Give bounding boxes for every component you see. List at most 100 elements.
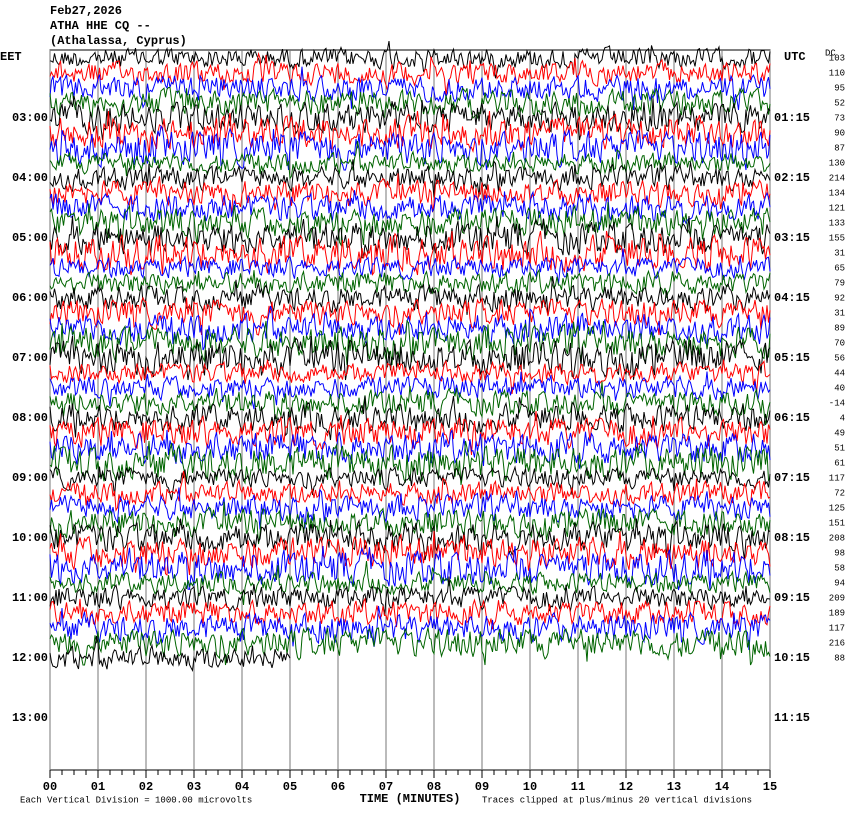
right-zone: UTC	[784, 50, 806, 64]
trace	[49, 41, 771, 79]
x-axis-title: TIME (MINUTES)	[360, 792, 461, 806]
left-hour-label: 12:00	[12, 651, 48, 665]
x-tick-label: 09	[475, 780, 489, 794]
trace	[49, 359, 771, 394]
x-tick-label: 04	[235, 780, 249, 794]
left-hour-label: 08:00	[12, 411, 48, 425]
trace	[49, 319, 771, 366]
right-hour-label: 09:15	[774, 591, 810, 605]
dc-value: 89	[834, 323, 845, 333]
date: Feb27,2026	[50, 4, 122, 18]
trace	[49, 215, 771, 259]
x-tick-label: 01	[91, 780, 105, 794]
dc-value: 155	[829, 233, 845, 243]
x-tick-label: 05	[283, 780, 297, 794]
x-tick-label: 06	[331, 780, 345, 794]
x-tick-label: 02	[139, 780, 153, 794]
x-tick-label: 11	[571, 780, 585, 794]
dc-value: 72	[834, 488, 845, 498]
trace	[49, 605, 771, 651]
right-hour-label: 11:15	[774, 711, 810, 725]
trace	[49, 201, 771, 247]
dc-value: 103	[829, 53, 845, 63]
x-tick-label: 13	[667, 780, 681, 794]
trace	[49, 268, 771, 298]
dc-value: 52	[834, 98, 845, 108]
x-tick-label: 15	[763, 780, 777, 794]
dc-value: 58	[834, 563, 845, 573]
dc-value: 94	[834, 578, 845, 588]
dc-value: 31	[834, 248, 845, 258]
trace	[49, 305, 771, 351]
trace	[49, 410, 771, 456]
dc-value: 133	[829, 218, 845, 228]
left-hour-label: 09:00	[12, 471, 48, 485]
dc-value: 92	[834, 293, 845, 303]
dc-value: 79	[834, 278, 845, 288]
dc-value: 214	[829, 173, 845, 183]
right-hour-label: 08:15	[774, 531, 810, 545]
right-hour-label: 01:15	[774, 111, 810, 125]
x-tick-label: 07	[379, 780, 393, 794]
trace	[49, 140, 771, 181]
left-hour-label: 13:00	[12, 711, 48, 725]
x-tick-label: 14	[715, 780, 729, 794]
trace	[49, 124, 771, 171]
x-tick-label: 08	[427, 780, 441, 794]
trace	[49, 95, 771, 141]
dc-value: 90	[834, 128, 845, 138]
location: (Athalassa, Cyprus)	[50, 34, 187, 48]
trace	[49, 627, 771, 666]
trace	[49, 110, 771, 156]
trace	[49, 87, 771, 120]
dc-value: 209	[829, 593, 845, 603]
right-hour-label: 06:15	[774, 411, 810, 425]
dc-value: 88	[834, 653, 845, 663]
trace	[49, 576, 771, 616]
right-hour-label: 07:15	[774, 471, 810, 485]
clip-note: Traces clipped at plus/minus 20 vertical…	[482, 795, 752, 805]
dc-value: 125	[829, 503, 845, 513]
trace	[49, 545, 771, 591]
x-tick-label: 03	[187, 780, 201, 794]
dc-value: 61	[834, 458, 845, 468]
dc-value: 65	[834, 263, 845, 273]
trace	[49, 530, 771, 576]
dc-value: 208	[829, 533, 845, 543]
trace	[49, 465, 771, 501]
dc-value: 73	[834, 113, 845, 123]
left-hour-label: 03:00	[12, 111, 48, 125]
left-zone: EET	[0, 50, 22, 64]
trace	[49, 635, 291, 672]
right-hour-label: 03:15	[774, 231, 810, 245]
x-tick-label: 10	[523, 780, 537, 794]
dc-value: 216	[829, 638, 845, 648]
dc-value: 51	[834, 443, 845, 453]
left-hour-label: 07:00	[12, 351, 48, 365]
trace	[49, 470, 771, 512]
trace	[49, 501, 771, 546]
left-hour-label: 05:00	[12, 231, 48, 245]
x-tick-label: 00	[43, 780, 57, 794]
trace	[49, 429, 771, 469]
dc-value: 44	[834, 368, 845, 378]
dc-value: 95	[834, 83, 845, 93]
station: ATHA HHE CQ --	[50, 19, 151, 33]
trace	[49, 381, 771, 426]
trace	[49, 51, 771, 96]
dc-value: 98	[834, 548, 845, 558]
dc-value: 117	[829, 473, 845, 483]
dc-value: 189	[829, 608, 845, 618]
left-hour-label: 04:00	[12, 171, 48, 185]
dc-value: 70	[834, 338, 845, 348]
dc-value: -14	[829, 398, 845, 408]
trace	[49, 395, 771, 441]
dc-value: 87	[834, 143, 845, 153]
dc-value: 151	[829, 518, 845, 528]
dc-title: DC	[825, 48, 836, 58]
right-hour-label: 10:15	[774, 651, 810, 665]
dc-value: 4	[840, 413, 845, 423]
left-hour-label: 11:00	[12, 591, 48, 605]
trace	[49, 248, 771, 285]
dc-value: 130	[829, 158, 845, 168]
